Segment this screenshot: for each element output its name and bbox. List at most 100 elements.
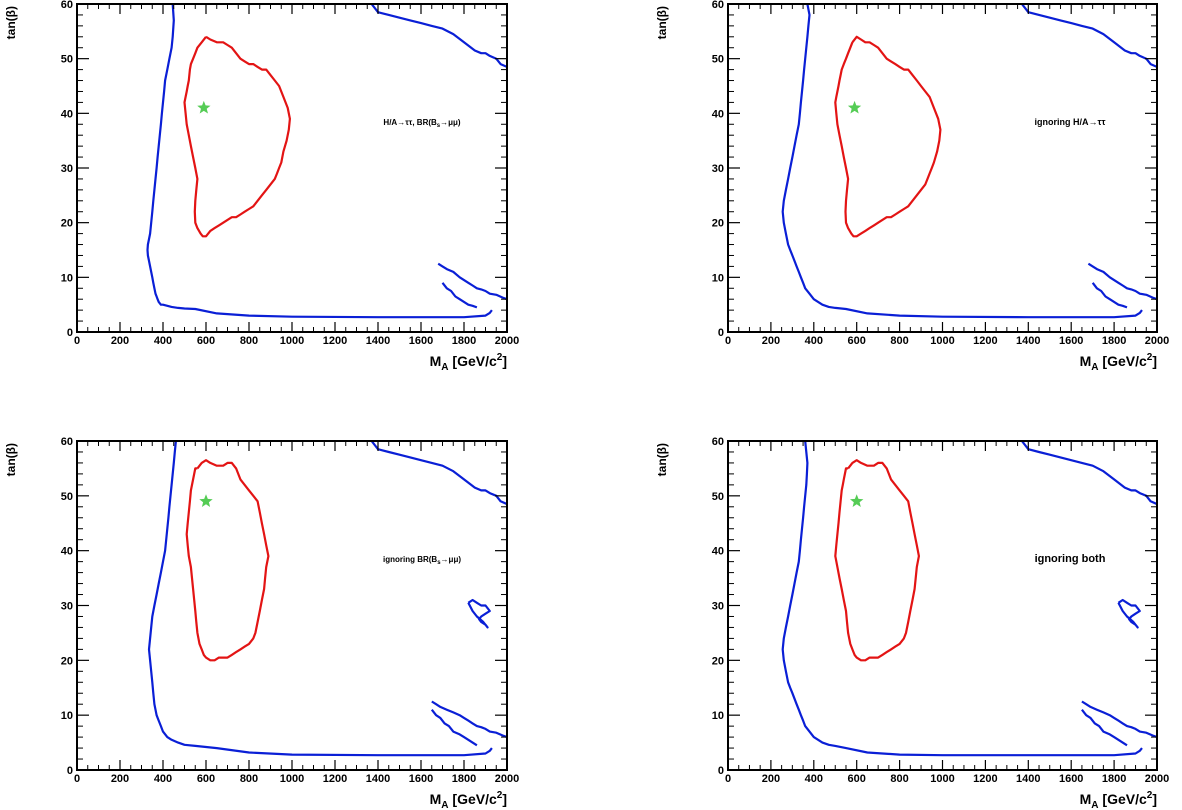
x-tick-label: 1400 (366, 335, 390, 347)
y-tick-label: 0 (718, 327, 724, 339)
annotation-main: H/A→ττ, BR(B (383, 118, 437, 127)
x-axis-label: MA [GeV/c2] (1080, 352, 1157, 373)
y-tick-label: 20 (712, 655, 724, 667)
outer-contour-5 (1081, 709, 1128, 747)
x-axis-label-close: ] (1152, 353, 1157, 369)
x-tick-label: 1600 (409, 773, 433, 785)
y-tick-label: 50 (61, 491, 73, 503)
y-tick-label: 40 (61, 108, 73, 120)
x-tick-label: 1800 (1102, 773, 1126, 785)
y-axis-label: tan(β) (4, 443, 18, 476)
y-tick-label: 10 (712, 710, 724, 722)
outer-contour-1 (146, 4, 493, 319)
x-axis-label-main: M (1080, 791, 1092, 807)
y-tick-label: 0 (67, 765, 73, 777)
best-fit-star-marker (847, 100, 862, 114)
outer-contour-3 (437, 262, 507, 301)
annotation-tail: →μμ) (440, 118, 461, 127)
y-tick-label: 20 (61, 218, 73, 230)
x-tick-label: 1600 (1059, 335, 1083, 347)
annotation-main: ignoring H/A→ττ (1034, 117, 1105, 127)
x-tick-label: 400 (154, 773, 172, 785)
x-axis-label-sub: A (1091, 362, 1098, 373)
x-tick-label: 2000 (495, 335, 519, 347)
y-tick-label: 10 (61, 710, 73, 722)
scenario-annotation: ignoring BR(Bs→μμ) (383, 555, 461, 566)
x-tick-label: 200 (762, 773, 780, 785)
x-tick-label: 1000 (280, 773, 304, 785)
x-axis-label: MA [GeV/c2] (1080, 790, 1157, 810)
outer-contour-3 (1087, 262, 1157, 301)
x-tick-label: 600 (197, 773, 215, 785)
scenario-annotation: H/A→ττ, BR(Bs→μμ) (383, 118, 460, 129)
x-tick-label: 600 (848, 335, 866, 347)
outer-contour-4 (1091, 282, 1128, 309)
outer-contour-3 (1117, 598, 1141, 629)
x-tick-label: 600 (197, 335, 215, 347)
outer-contour-4 (1081, 700, 1157, 739)
x-axis-label-sup: 2 (497, 352, 503, 363)
outer-contour-2 (370, 4, 507, 68)
x-tick-label: 200 (762, 335, 780, 347)
x-axis-label-sup: 2 (497, 790, 503, 801)
scenario-annotation: ignoring H/A→ττ (1034, 117, 1105, 127)
x-tick-label: 0 (725, 773, 731, 785)
x-tick-label: 0 (74, 335, 80, 347)
x-tick-label: 1200 (973, 773, 997, 785)
y-tick-label: 60 (712, 436, 724, 448)
inner-contour-6 (834, 459, 921, 662)
outer-contour-2 (1021, 4, 1157, 68)
y-tick-label: 60 (61, 436, 73, 448)
contour-group (781, 4, 1157, 319)
panel-2: 0 200 400 600 800 1000 1200 1400 1600 1800 2000 0 10… (655, 0, 1169, 373)
x-tick-label: 200 (111, 773, 129, 785)
panel-1: 0 200 400 600 800 1000 1200 1400 1600 1800 2000 0 10… (4, 0, 519, 373)
scenario-annotation: ignoring both (1035, 553, 1106, 565)
outer-contour-5 (430, 709, 478, 747)
x-tick-label: 1800 (452, 335, 476, 347)
annotation-main: ignoring BR(B (383, 555, 437, 564)
x-tick-label: 1600 (409, 335, 433, 347)
x-tick-label: 200 (111, 335, 129, 347)
outer-contour-4 (431, 700, 507, 739)
y-tick-label: 60 (712, 0, 724, 11)
y-tick-label: 30 (712, 601, 724, 613)
x-tick-label: 1000 (930, 773, 954, 785)
y-tick-label: 10 (712, 272, 724, 284)
y-tick-label: 60 (61, 0, 73, 11)
x-axis-label-sup: 2 (1147, 790, 1153, 801)
y-tick-label: 40 (712, 546, 724, 558)
x-tick-label: 400 (805, 335, 823, 347)
x-axis-label-sub: A (441, 362, 448, 373)
annotation-sub: s (437, 560, 441, 566)
x-tick-label: 0 (725, 335, 731, 347)
outer-contour-3 (467, 598, 491, 629)
y-tick-label: 50 (61, 54, 73, 66)
x-tick-label: 600 (848, 773, 866, 785)
x-tick-label: 1800 (1102, 335, 1126, 347)
annotation-sub: s (437, 123, 441, 129)
panel-4: 0 200 400 600 800 1000 1200 1400 1600 1800 2000 0 10… (655, 436, 1169, 810)
contour-group (781, 441, 1157, 757)
x-axis-label-sub: A (441, 800, 448, 810)
y-tick-label: 50 (712, 54, 724, 66)
y-axis-label: tan(β) (655, 6, 669, 39)
x-tick-label: 2000 (495, 773, 519, 785)
x-tick-label: 1800 (452, 773, 476, 785)
x-axis-label-unit: [GeV/c (1099, 791, 1147, 807)
contour-group (146, 4, 507, 319)
y-tick-label: 0 (67, 327, 73, 339)
y-tick-label: 20 (712, 218, 724, 230)
y-tick-label: 30 (712, 163, 724, 175)
x-tick-label: 1400 (1016, 335, 1040, 347)
outer-contour-1 (781, 441, 1143, 757)
x-tick-label: 1400 (1016, 773, 1040, 785)
x-axis-label-main: M (1080, 353, 1092, 369)
x-tick-label: 400 (154, 335, 172, 347)
x-tick-label: 1600 (1059, 773, 1083, 785)
outer-contour-2 (370, 441, 507, 506)
contour-group (147, 441, 507, 757)
y-tick-label: 30 (61, 163, 73, 175)
x-axis-label-sub: A (1091, 800, 1098, 810)
y-tick-label: 0 (718, 765, 724, 777)
